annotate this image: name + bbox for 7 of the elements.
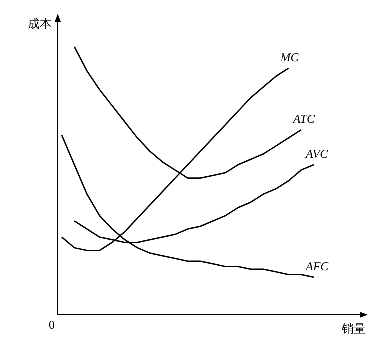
y-axis-title: 成本: [28, 17, 52, 31]
series-label: AFC: [305, 259, 330, 274]
series-label: AVC: [305, 146, 330, 161]
series-label: MC: [280, 50, 300, 64]
x-axis-title: 销量: [341, 322, 366, 336]
text: 0: [49, 318, 55, 332]
series-label: ATC: [292, 112, 316, 126]
